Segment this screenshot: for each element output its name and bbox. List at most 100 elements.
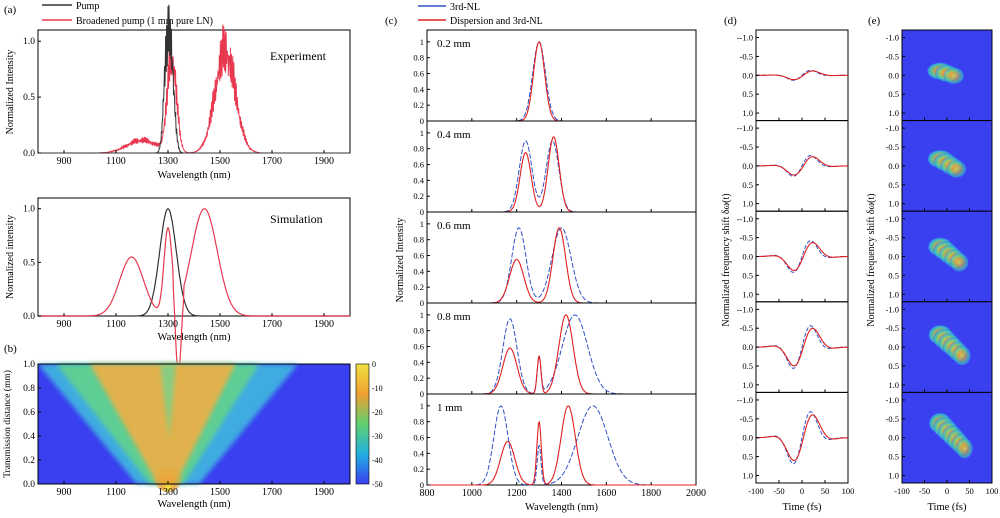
panel-label-c: (c) xyxy=(385,15,398,27)
panel-d-xlabel: Time (fs) xyxy=(783,502,822,513)
panel-d-ytick-label: 0.0 xyxy=(742,252,753,262)
panel-d-ytick-label: 0.5 xyxy=(742,270,753,280)
panel-label-e: (e) xyxy=(868,15,881,27)
panel-a2-xtick-label: 1700 xyxy=(262,319,282,330)
colorbar-tick-label: -50 xyxy=(372,480,383,489)
panel-e-ytick-label: 1.0 xyxy=(888,199,899,209)
series-d-disp xyxy=(756,156,848,176)
panel-c-ytick-label: 0.2 xyxy=(413,282,424,292)
series-broadened-experiment xyxy=(38,24,350,154)
panel-d-ytick-label: 0.0 xyxy=(742,161,753,171)
panel-b-xtick-label: 900 xyxy=(57,487,72,498)
panel-a-ytick-label: 0.0 xyxy=(23,149,35,159)
series-nl3 xyxy=(427,227,696,304)
panel-b-xtick-label: 1900 xyxy=(314,487,334,498)
panel-d-ytick-label: -0.5 xyxy=(740,414,753,424)
series-pump-experiment xyxy=(38,4,350,154)
panel-a2-ytick-label: 1.0 xyxy=(23,205,35,215)
series-d-disp xyxy=(756,70,848,81)
panel-c-ytick-label: 0 xyxy=(420,207,424,217)
panel-d-xtick-label: 0 xyxy=(800,486,804,496)
panel-d-ytick-label: --1.0 xyxy=(737,395,753,405)
panel-e-blob xyxy=(942,66,965,85)
panel-e-ytick-label: 0.0 xyxy=(888,252,899,262)
panel-d-ytick-label: 1.0 xyxy=(742,199,753,209)
panel-d-ytick-label: --1.0 xyxy=(737,123,753,133)
panel-e-ytick-label: -1.0 xyxy=(886,123,899,133)
panel-d-xtick-label: 50 xyxy=(821,486,830,496)
panel-e-ytick-label: 0.5 xyxy=(888,361,899,371)
panel-c-ytick-label: 0.6 xyxy=(413,251,424,261)
panel-d-ytick-label: 0.5 xyxy=(742,180,753,190)
panel-e-xtick-label: -100 xyxy=(894,486,910,496)
panel-c-ytick-label: 0.4 xyxy=(413,448,424,458)
panel-a2-annotation: Simulation xyxy=(270,212,323,226)
panel-c-ytick-label: 0.8 xyxy=(413,144,424,154)
colorbar-tick-label: -20 xyxy=(372,408,383,417)
panel-e-ytick-label: 0.5 xyxy=(888,89,899,99)
panel-a2-xtick-label: 1300 xyxy=(158,319,178,330)
series-d-disp xyxy=(756,327,848,367)
panel-a-xlabel: Wavelength (nm) xyxy=(158,170,231,181)
panel-c-sub-label: 0.8 mm xyxy=(437,311,471,323)
panel-b-ytick-label: 0.0 xyxy=(23,480,35,490)
panel-c-ytick-label: 0 xyxy=(420,298,424,308)
panel-e-ylabel: Normalized frequency shift δω(t) xyxy=(866,193,877,326)
series-disp xyxy=(427,41,696,122)
panel-c-ytick-label: 0.6 xyxy=(413,342,424,352)
panel-c-xtick-label: 1000 xyxy=(462,488,482,499)
panel-a2-ytick-label: 0.5 xyxy=(23,258,35,268)
panel-e-ytick-label: 0.0 xyxy=(888,342,899,352)
panel-e-ytick-label: -0.5 xyxy=(886,414,899,424)
panel-e-xtick-label: -50 xyxy=(919,486,930,496)
legend-broadened-label: Broadened pump (1 mm pure LN) xyxy=(76,16,213,27)
panel-e-xtick-label: 100 xyxy=(986,486,999,496)
legend-nl3-label: 3rd-NL xyxy=(450,2,480,13)
panel-c-xtick-label: 1600 xyxy=(596,488,616,499)
panel-e-ytick-label: 0.0 xyxy=(888,70,899,80)
panel-e-ytick-label: 1.0 xyxy=(888,470,899,480)
panel-c-ytick-label: 0.4 xyxy=(413,266,424,276)
heatmap-center-dip xyxy=(160,364,176,439)
panel-a-ytick-label: 1.0 xyxy=(23,37,35,47)
panel-a-ylabel: Normalized Intensity xyxy=(5,50,16,135)
panel-c-xtick-label: 800 xyxy=(420,488,435,499)
panel-b-ytick-label: 1.0 xyxy=(23,360,35,370)
panel-e-ytick-label: 1.0 xyxy=(888,108,899,118)
series-broadened-simulation xyxy=(38,208,350,377)
panel-d-ytick-label: -0.5 xyxy=(740,323,753,333)
panel-d-ytick-label: --1.0 xyxy=(737,304,753,314)
panel-d-ytick-label: 0.0 xyxy=(742,342,753,352)
panel-d-ytick-label: --1.0 xyxy=(737,33,753,43)
panel-a2-xtick-label: 900 xyxy=(57,319,72,330)
panel-c-ytick-label: 1 xyxy=(420,310,424,320)
panel-d-ytick-label: -0.5 xyxy=(740,233,753,243)
panel-label-d: (d) xyxy=(724,15,737,27)
panel-a-xtick-label: 1500 xyxy=(210,156,230,167)
panel-d-ytick-label: -0.5 xyxy=(740,142,753,152)
panel-e-ytick-label: -0.5 xyxy=(886,51,899,61)
panel-d-xtick-label: -100 xyxy=(748,486,764,496)
panel-c-ytick-label: 0.6 xyxy=(413,160,424,170)
panel-a-annotation: Experiment xyxy=(270,49,327,63)
panel-c-ytick-label: 1 xyxy=(420,401,424,411)
series-disp xyxy=(427,405,696,486)
panel-e-ytick-label: 0.5 xyxy=(888,180,899,190)
panel-d-ytick-label: 0.5 xyxy=(742,361,753,371)
panel-d-ytick-label: -0.5 xyxy=(740,51,753,61)
panel-c-ytick-label: 0.6 xyxy=(413,69,424,79)
panel-a2-frame xyxy=(37,197,351,317)
panel-c-ytick-label: 1 xyxy=(420,128,424,138)
panel-c-xtick-label: 1400 xyxy=(552,488,572,499)
panel-b-ytick-label: 0.2 xyxy=(23,456,35,466)
panel-d-ytick-label: 0.0 xyxy=(742,70,753,80)
panel-c-ytick-label: 0 xyxy=(420,389,424,399)
series-d-disp xyxy=(756,241,848,272)
panel-c-xtick-label: 2000 xyxy=(686,488,706,499)
panel-a-ytick-label: 0.5 xyxy=(23,93,35,103)
panel-e-blob xyxy=(949,252,970,273)
panel-e-ytick-label: 0.0 xyxy=(888,433,899,443)
panel-e-ytick-label: 0.5 xyxy=(888,452,899,462)
panel-c-sub-label: 1 mm xyxy=(437,402,463,414)
